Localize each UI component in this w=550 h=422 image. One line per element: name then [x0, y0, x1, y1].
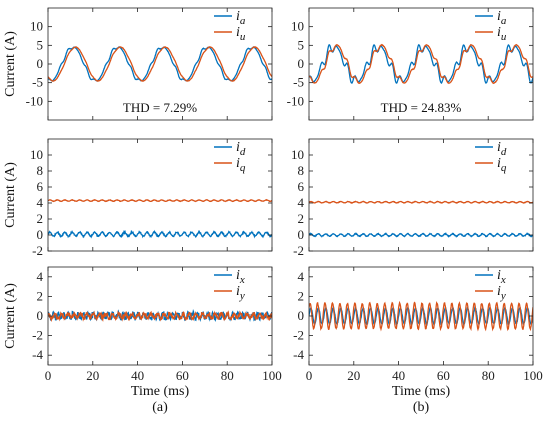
y-tick-label: -10 — [26, 93, 43, 108]
y-tick-label: 2 — [37, 288, 44, 303]
y-tick-label: 4 — [298, 195, 305, 210]
legend-label: iy — [236, 284, 245, 302]
series-line-b3-1 — [309, 300, 533, 332]
series-line-b3-0 — [309, 305, 533, 327]
series-line-b2-1 — [309, 200, 533, 204]
x-tick-label: 0 — [306, 368, 313, 383]
x-axis-label: Time (ms) — [131, 384, 190, 399]
y-tick-label: 6 — [298, 179, 305, 194]
x-tick-label: 20 — [86, 368, 99, 383]
y-tick-label: 10 — [30, 19, 43, 34]
y-tick-label: 2 — [298, 288, 305, 303]
y-tick-label: 10 — [291, 147, 304, 162]
y-tick-label: -4 — [32, 347, 43, 362]
legend-label: iu — [236, 25, 246, 43]
y-tick-label: 0 — [37, 227, 44, 242]
legend-label: ix — [236, 268, 245, 286]
y-tick-label: 0 — [37, 308, 44, 323]
y-tick-label: 4 — [298, 269, 305, 284]
y-tick-label: 2 — [37, 211, 44, 226]
y-tick-label: 8 — [298, 163, 305, 178]
y-tick-label: 10 — [291, 19, 304, 34]
legend-label: iq — [497, 156, 507, 174]
legend-label: id — [236, 140, 246, 158]
thd-annotation: THD = 24.83% — [381, 100, 462, 115]
x-tick-label: 80 — [221, 368, 234, 383]
series-line-a2-0 — [48, 229, 272, 239]
y-axis-label: Current (A) — [3, 31, 18, 97]
series-line-b1-0 — [309, 43, 533, 84]
y-tick-label: -2 — [293, 328, 304, 343]
panel-label: (a) — [152, 400, 168, 415]
x-tick-label: 80 — [482, 368, 495, 383]
x-tick-label: 100 — [523, 368, 543, 383]
legend-label: iq — [236, 156, 246, 174]
legend-label: iu — [497, 25, 507, 43]
y-tick-label: 5 — [298, 37, 305, 52]
x-tick-label: 20 — [347, 368, 360, 383]
y-tick-label: -5 — [293, 75, 304, 90]
y-tick-label: -4 — [293, 347, 304, 362]
y-tick-label: 0 — [298, 227, 305, 242]
x-tick-label: 100 — [262, 368, 282, 383]
y-tick-label: 4 — [37, 269, 44, 284]
plot-frame — [47, 138, 273, 252]
x-tick-label: 60 — [176, 368, 189, 383]
series-line-a3-1 — [48, 310, 272, 323]
y-tick-label: 6 — [37, 179, 44, 194]
y-axis-label: Current (A) — [3, 162, 18, 228]
y-tick-label: 2 — [298, 211, 305, 226]
series-line-b1-1 — [309, 43, 533, 85]
x-tick-label: 60 — [437, 368, 450, 383]
y-tick-label: -2 — [293, 243, 304, 258]
x-tick-label: 40 — [392, 368, 405, 383]
x-tick-label: 40 — [131, 368, 144, 383]
panel-label: (b) — [413, 400, 430, 415]
x-axis-label: Time (ms) — [392, 384, 451, 399]
y-axis-label: Current (A) — [3, 283, 18, 349]
legend-label: ia — [497, 9, 507, 27]
thd-annotation: THD = 7.29% — [123, 100, 197, 115]
legend-label: ia — [236, 9, 246, 27]
legend-label: id — [497, 140, 507, 158]
series-line-a1-0 — [48, 46, 272, 82]
series-line-a1-1 — [48, 45, 272, 82]
x-tick-label: 0 — [45, 368, 52, 383]
series-line-a2-1 — [48, 198, 272, 203]
legend-label: ix — [497, 268, 506, 286]
y-tick-label: 8 — [37, 163, 44, 178]
y-tick-label: 10 — [30, 147, 43, 162]
plot-frame — [308, 138, 534, 252]
legend-label: iy — [497, 284, 506, 302]
y-tick-label: -2 — [32, 243, 43, 258]
y-tick-label: -5 — [32, 75, 43, 90]
y-tick-label: 5 — [37, 37, 44, 52]
y-tick-label: 0 — [298, 308, 305, 323]
y-tick-label: 0 — [298, 56, 305, 71]
y-tick-label: -2 — [32, 328, 43, 343]
y-tick-label: -10 — [287, 93, 304, 108]
y-tick-label: 4 — [37, 195, 44, 210]
series-line-b2-0 — [309, 232, 533, 238]
y-tick-label: 0 — [37, 56, 44, 71]
